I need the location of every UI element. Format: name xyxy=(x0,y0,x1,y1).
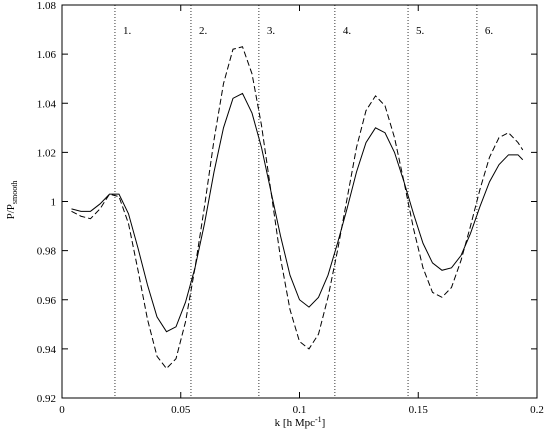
y-tick-label: 1.02 xyxy=(37,147,56,159)
y-tick-label: 0.94 xyxy=(37,344,57,356)
x-axis-label-end: ] xyxy=(322,417,326,429)
x-axis-label: k [h Mpc-1] xyxy=(275,415,326,429)
y-tick-label: 0.98 xyxy=(37,246,57,258)
region-label: 4. xyxy=(343,25,352,37)
data-line xyxy=(71,92,524,333)
x-tick-label: 0.05 xyxy=(171,404,191,416)
plot-frame xyxy=(61,4,538,399)
region-label: 3. xyxy=(267,25,276,37)
x-tick-label: 0.15 xyxy=(409,404,429,416)
x-tick-label: 0.2 xyxy=(530,404,544,416)
y-axis-label: P/Psmooth xyxy=(5,181,19,220)
region-label: 1. xyxy=(123,25,131,37)
x-tick-label: 0.1 xyxy=(293,404,307,416)
y-tick-label: 0.96 xyxy=(37,295,57,307)
y-tick-label: 1 xyxy=(51,197,57,209)
y-tick-label: 1.08 xyxy=(37,0,57,12)
x-tick-label: 0 xyxy=(59,404,65,416)
x-axis-label-sup: -1 xyxy=(315,415,322,424)
data-line xyxy=(71,46,524,370)
y-tick-label: 0.92 xyxy=(37,393,56,405)
y-tick-label: 1.06 xyxy=(37,49,57,61)
y-tick-label: 1.04 xyxy=(37,98,57,110)
region-label: 2. xyxy=(199,25,208,37)
y-axis-label-sub: smooth xyxy=(10,181,19,205)
y-axis-label-main: P/P xyxy=(5,204,17,219)
region-label: 6. xyxy=(485,25,494,37)
region-label: 5. xyxy=(416,25,425,37)
x-axis-label-main: k [h Mpc xyxy=(275,417,315,429)
